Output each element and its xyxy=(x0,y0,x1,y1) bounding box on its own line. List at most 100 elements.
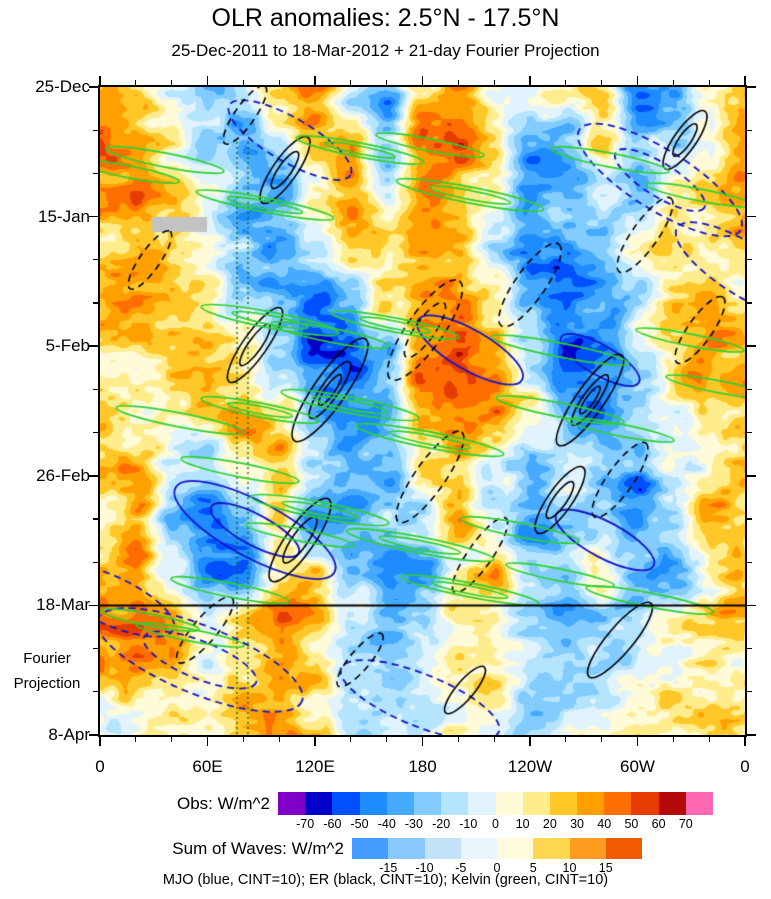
obs-colorbar-cell xyxy=(604,792,632,815)
x-minor-tick-top xyxy=(386,80,388,85)
x-minor-tick-top xyxy=(278,80,280,85)
sum-colorbar-tick-label: 0 xyxy=(493,861,501,875)
x-major-tick-top xyxy=(636,76,639,85)
sum-colorbar-tick-label: -15 xyxy=(379,861,398,875)
y-minor-tick-right xyxy=(747,518,752,520)
obs-colorbar-cell xyxy=(386,792,414,815)
x-minor-tick-top xyxy=(457,80,459,85)
sum-colorbar-cell xyxy=(497,838,534,859)
y-minor-tick xyxy=(93,129,98,131)
obs-colorbar-cell xyxy=(441,792,469,815)
x-tick-label: 120E xyxy=(295,757,335,776)
x-minor-tick xyxy=(171,737,173,742)
obs-colorbar-label: Obs: W/m^2 xyxy=(177,794,270,813)
y-major-tick xyxy=(89,475,98,477)
hovmoller-heatmap-canvas xyxy=(100,87,745,735)
y-tick-label: 25-Dec xyxy=(35,77,90,96)
x-minor-tick-top xyxy=(565,80,567,85)
x-minor-tick-top xyxy=(493,80,495,85)
obs-colorbar-tick-label: 0 xyxy=(492,817,499,831)
y-major-tick xyxy=(89,345,98,347)
sum-colorbar-tick-label: 15 xyxy=(598,861,613,875)
x-tick-label: 120W xyxy=(507,757,553,776)
sum-colorbar-cell xyxy=(388,838,425,859)
y-minor-tick xyxy=(93,172,98,174)
y-minor-tick-right xyxy=(747,432,752,434)
x-major-tick-top xyxy=(314,76,316,85)
sum-colorbar-tick-label: 5 xyxy=(529,861,537,875)
fourier-note-line1: Fourier xyxy=(23,650,71,667)
x-major-tick-top xyxy=(206,76,209,85)
x-minor-tick xyxy=(278,737,280,742)
x-minor-tick-top xyxy=(135,80,137,85)
x-major-tick-top xyxy=(99,76,101,85)
plot-frame xyxy=(98,85,747,737)
obs-colorbar-tick-label: 60 xyxy=(651,817,666,831)
obs-colorbar-cell xyxy=(332,792,360,815)
y-major-tick-right xyxy=(747,604,756,607)
x-major-tick xyxy=(314,737,316,746)
obs-colorbar-cell xyxy=(631,792,659,815)
obs-colorbar-tick-label: -60 xyxy=(323,817,342,831)
fourier-projection-note: Fourier Projection xyxy=(0,646,94,696)
y-minor-tick-right xyxy=(747,172,752,174)
x-major-tick xyxy=(529,737,531,746)
x-minor-tick-top xyxy=(672,80,674,85)
x-major-tick-top xyxy=(421,76,424,85)
obs-colorbar-tick-label: 50 xyxy=(624,817,639,831)
sum-colorbar-label: Sum of Waves: W/m^2 xyxy=(172,839,344,858)
y-major-tick xyxy=(89,604,98,607)
x-minor-tick-top xyxy=(601,80,603,85)
x-minor-tick xyxy=(601,737,603,742)
obs-colorbar-cell xyxy=(413,792,442,815)
y-minor-tick-right xyxy=(747,302,752,304)
obs-colorbar-cell xyxy=(468,792,496,815)
x-major-tick xyxy=(636,737,639,746)
x-major-tick xyxy=(206,737,209,746)
y-minor-tick-right xyxy=(747,388,752,390)
obs-colorbar-cell xyxy=(278,792,306,815)
x-major-tick-top xyxy=(529,76,531,85)
sum-colorbar-cell xyxy=(533,838,570,859)
y-major-tick-right xyxy=(747,734,756,736)
y-major-tick-right xyxy=(747,215,756,218)
y-minor-tick xyxy=(93,302,98,304)
y-minor-tick-right xyxy=(747,561,752,563)
y-major-tick xyxy=(89,86,98,88)
x-tick-label: 60W xyxy=(620,757,655,776)
sum-of-waves-colorbar xyxy=(352,838,642,859)
obs-colorbar-tick-label: -10 xyxy=(459,817,478,831)
x-tick-label: 0 xyxy=(740,757,750,776)
obs-colorbar-tick-label: -30 xyxy=(404,817,423,831)
y-tick-label: 26-Feb xyxy=(36,465,90,485)
x-major-tick xyxy=(99,737,101,746)
y-minor-tick-right xyxy=(747,259,752,261)
y-minor-tick xyxy=(93,561,98,563)
chart-title: OLR anomalies: 2.5°N - 17.5°N xyxy=(211,4,560,32)
x-minor-tick xyxy=(457,737,459,742)
y-minor-tick-right xyxy=(747,129,752,131)
obs-colorbar-tick-label: 20 xyxy=(542,817,557,831)
legend-caption: MJO (blue, CINT=10); ER (black, CINT=10)… xyxy=(162,872,609,888)
sum-colorbar-cell xyxy=(569,838,606,859)
obs-colorbar-tick-label: 70 xyxy=(678,817,693,831)
y-major-tick-right xyxy=(747,86,756,88)
x-minor-tick-top xyxy=(708,80,710,85)
obs-colorbar-tick-label: -50 xyxy=(350,817,369,831)
chart-subtitle: 25-Dec-2011 to 18-Mar-2012 + 21-day Four… xyxy=(171,41,600,60)
y-tick-label: 18-Mar xyxy=(36,595,90,615)
obs-colorbar-cell xyxy=(658,792,686,815)
obs-colorbar-cell xyxy=(549,792,578,815)
fourier-note-line2: Projection xyxy=(13,675,81,692)
obs-colorbar-cell xyxy=(685,792,713,815)
x-major-tick-top xyxy=(744,76,746,85)
obs-colorbar-cell xyxy=(495,792,523,815)
x-minor-tick-top xyxy=(242,80,244,85)
y-tick-label: 8-Apr xyxy=(48,725,90,744)
y-major-tick-right xyxy=(747,475,756,477)
obs-colorbar-tick-label: 30 xyxy=(570,817,585,831)
x-minor-tick-top xyxy=(350,80,352,85)
obs-colorbar xyxy=(278,792,713,815)
obs-colorbar-cell xyxy=(305,792,333,815)
